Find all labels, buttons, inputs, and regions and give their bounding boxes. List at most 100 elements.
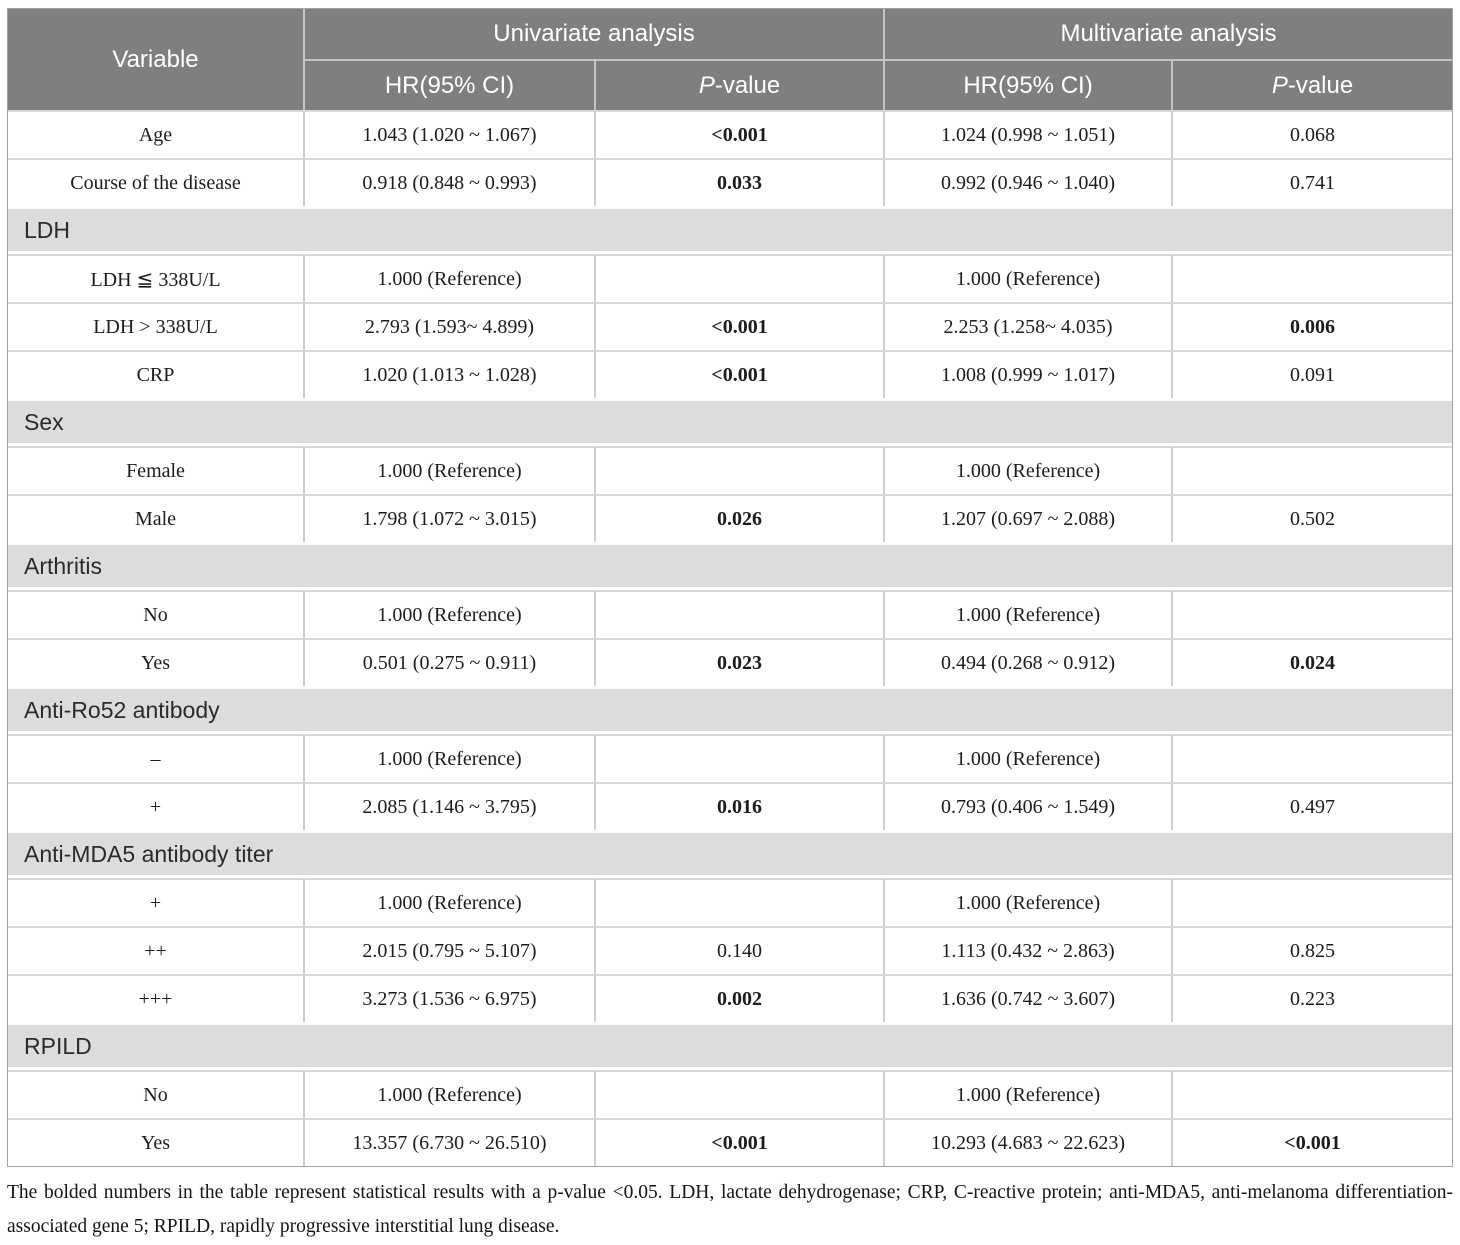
table-row: ++ 2.015 (0.795 ~ 5.107) 0.140 1.113 (0.432… [8,926,1452,974]
multivariate-p-cell [1171,254,1452,302]
multivariate-hr-cell: 10.293 (4.683 ~ 22.623) [883,1118,1172,1166]
p-value-rest: -value [1287,71,1354,99]
section-row: Arthritis [8,542,1452,590]
multivariate-p-cell: 0.091 [1171,350,1452,398]
table-row: No 1.000 (Reference) 1.000 (Reference) [8,590,1452,638]
univariate-p-cell: <0.001 [594,1118,884,1166]
multivariate-p-cell: 0.068 [1171,110,1452,158]
multivariate-p-cell: 0.502 [1171,494,1452,542]
univariate-hr-cell: 1.000 (Reference) [303,446,594,494]
multivariate-hr-cell: 1.000 (Reference) [883,1070,1172,1118]
multivariate-p-cell: 0.825 [1171,926,1452,974]
multivariate-hr-cell: 1.000 (Reference) [883,590,1172,638]
variable-cell: Female [8,446,303,494]
multivariate-p-cell: <0.001 [1171,1118,1452,1166]
univariate-hr-cell: 1.000 (Reference) [303,590,594,638]
table-row: –1.000 (Reference) 1.000 (Reference) [8,734,1452,782]
univariate-p-cell [594,446,884,494]
multivariate-p-cell [1171,734,1452,782]
table-row: CRP 1.020 (1.013 ~ 1.028) <0.001 1.008 (0.9… [8,350,1452,398]
univariate-hr-cell: 1.000 (Reference) [303,734,594,782]
variable-cell: + [8,782,303,830]
variable-cell: + [8,878,303,926]
univariate-p-cell: 0.016 [594,782,884,830]
table-row: Age 1.043 (1.020 ~ 1.067) <0.001 1.024 (0.9… [8,110,1452,158]
multivariate-hr-cell: 1.636 (0.742 ~ 3.607) [883,974,1172,1022]
multivariate-hr-cell: 0.494 (0.268 ~ 0.912) [883,638,1172,686]
header-multivariate-hr: HR(95% CI) [883,61,1172,110]
table-row: LDH ≦ 338U/L 1.000 (Reference) 1.000 (Refe… [8,254,1452,302]
multivariate-hr-cell: 1.008 (0.999 ~ 1.017) [883,350,1172,398]
univariate-hr-cell: 1.000 (Reference) [303,1070,594,1118]
multivariate-hr-cell: 1.000 (Reference) [883,254,1172,302]
multivariate-p-cell [1171,878,1452,926]
multivariate-hr-cell: 0.793 (0.406 ~ 1.549) [883,782,1172,830]
univariate-p-cell: <0.001 [594,110,884,158]
variable-cell: No [8,1070,303,1118]
multivariate-p-cell: 0.024 [1171,638,1452,686]
variable-cell: +++ [8,974,303,1022]
header-univariate-p-value: P-value [594,61,884,110]
variable-cell: Yes [8,638,303,686]
variable-cell: LDH > 338U/L [8,302,303,350]
table-row: Female 1.000 (Reference) 1.000 (Reference) [8,446,1452,494]
table-row: No 1.000 (Reference) 1.000 (Reference) [8,1070,1452,1118]
variable-cell: ++ [8,926,303,974]
multivariate-p-cell [1171,1070,1452,1118]
univariate-hr-cell: 1.020 (1.013 ~ 1.028) [303,350,594,398]
univariate-p-cell [594,734,884,782]
univariate-p-cell: 0.026 [594,494,884,542]
univariate-hr-cell: 3.273 (1.536 ~ 6.975) [303,974,594,1022]
univariate-hr-cell: 2.015 (0.795 ~ 5.107) [303,926,594,974]
multivariate-p-cell: 0.006 [1171,302,1452,350]
univariate-hr-cell: 1.000 (Reference) [303,878,594,926]
variable-cell: LDH ≦ 338U/L [8,254,303,302]
section-label: Anti-Ro52 antibody [8,686,1452,734]
multivariate-p-cell: 0.497 [1171,782,1452,830]
univariate-hr-cell: 13.357 (6.730 ~ 26.510) [303,1118,594,1166]
header-univariate-hr: HR(95% CI) [303,61,594,110]
univariate-p-cell: <0.001 [594,350,884,398]
table-row: LDH > 338U/L 2.793 (1.593~ 4.899) <0.001 2.… [8,302,1452,350]
univariate-hr-cell: 0.501 (0.275 ~ 0.911) [303,638,594,686]
table-row: +++ 3.273 (1.536 ~ 6.975) 0.002 1.636 (0.74… [8,974,1452,1022]
table-row: Yes 13.357 (6.730 ~ 26.510) <0.001 10.293 (… [8,1118,1452,1166]
table-header: Variable Univariate analysis Multivariat… [8,9,1452,110]
cox-regression-table: Variable Univariate analysis Multivariat… [7,8,1453,1167]
multivariate-p-cell: 0.741 [1171,158,1452,206]
variable-cell: Age [8,110,303,158]
univariate-hr-cell: 0.918 (0.848 ~ 0.993) [303,158,594,206]
multivariate-hr-cell: 2.253 (1.258~ 4.035) [883,302,1172,350]
multivariate-p-cell [1171,590,1452,638]
univariate-p-cell: 0.023 [594,638,884,686]
univariate-p-cell [594,1070,884,1118]
header-variable: Variable [8,9,303,110]
section-row: Anti-Ro52 antibody [8,686,1452,734]
multivariate-hr-cell: 0.992 (0.946 ~ 1.040) [883,158,1172,206]
multivariate-p-cell [1171,446,1452,494]
section-label: RPILD [8,1022,1452,1070]
footnote: The bolded numbers in the table represen… [7,1182,1453,1237]
section-row: RPILD [8,1022,1452,1070]
multivariate-hr-cell: 1.000 (Reference) [883,446,1172,494]
p-value-italic-p: P [698,71,715,99]
univariate-p-cell [594,254,884,302]
univariate-p-cell: 0.033 [594,158,884,206]
univariate-p-cell: 0.002 [594,974,884,1022]
multivariate-hr-cell: 1.024 (0.998 ~ 1.051) [883,110,1172,158]
univariate-hr-cell: 1.000 (Reference) [303,254,594,302]
variable-cell: Yes [8,1118,303,1166]
p-value-rest: -value [714,71,781,99]
univariate-hr-cell: 2.793 (1.593~ 4.899) [303,302,594,350]
header-multivariate-analysis: Multivariate analysis [883,9,1452,61]
variable-cell: CRP [8,350,303,398]
section-row: Sex [8,398,1452,446]
univariate-hr-cell: 1.043 (1.020 ~ 1.067) [303,110,594,158]
table-row: +2.085 (1.146 ~ 3.795) 0.016 0.793 (0.406 … [8,782,1452,830]
section-label: Anti-MDA5 antibody titer [8,830,1452,878]
variable-cell: Male [8,494,303,542]
univariate-p-cell [594,878,884,926]
header-univariate-analysis: Univariate analysis [303,9,884,61]
multivariate-hr-cell: 1.113 (0.432 ~ 2.863) [883,926,1172,974]
table-body: Age 1.043 (1.020 ~ 1.067) <0.001 1.024 (0.9… [8,110,1452,1166]
